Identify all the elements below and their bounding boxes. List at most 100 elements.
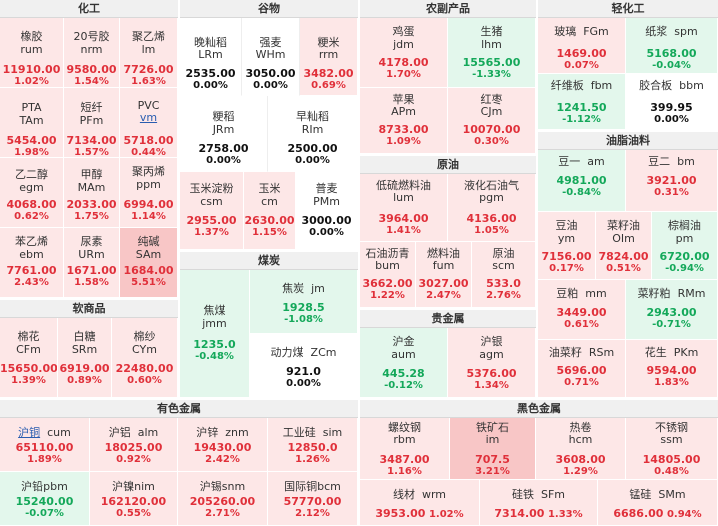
tile-name-link[interactable]: 沪铜 (18, 426, 41, 439)
tile-znm[interactable]: 沪锌 znm 19430.00 2.42% (178, 418, 268, 472)
tile-change: 1.09% (386, 136, 421, 147)
tile-ym[interactable]: 豆油 ym 7156.00 0.17% (538, 212, 596, 280)
tile-cjm[interactable]: 红枣 CJm 10070.00 0.30% (448, 88, 536, 154)
tile-change: 1.29% (563, 466, 598, 477)
tile-im[interactable]: 铁矿石 im 707.5 3.21% (450, 418, 536, 480)
tile-agm[interactable]: 沪银 agm 5376.00 1.34% (448, 328, 536, 398)
tile-bm[interactable]: 豆二 bm 3921.00 0.31% (626, 150, 718, 212)
tile-am[interactable]: 豆一 am 4981.00 -0.84% (538, 150, 626, 212)
tile-fbm[interactable]: 纤维板 fbm 1241.50 -1.12% (538, 74, 626, 130)
tile-change: 3.21% (475, 466, 510, 477)
tile-code: cm (261, 195, 278, 208)
tile-nim[interactable]: 沪镍nim 162120.00 0.55% (90, 472, 178, 526)
tile-bum[interactable]: 石油沥青 bum 3662.00 1.22% (360, 242, 416, 308)
tile-bcm[interactable]: 国际铜bcm 57770.00 2.12% (268, 472, 358, 526)
tile-change: 0.00% (286, 378, 321, 389)
tile-lrm[interactable]: 晚籼稻 LRm 2535.00 0.00% (180, 18, 242, 96)
tile-lhm[interactable]: 生猪 lhm 15565.00 -1.33% (448, 18, 536, 88)
tile-price: 57770.00 (283, 495, 342, 508)
tile-alm[interactable]: 沪铝 alm 18025.00 0.92% (90, 418, 178, 472)
tile-rbm[interactable]: 螺纹钢 rbm 3487.00 1.16% (360, 418, 450, 480)
tile-pfm[interactable]: 短纤 PFm 7134.00 1.57% (64, 88, 120, 158)
tile-zcm[interactable]: 动力煤 ZCm 921.0 0.00% (250, 334, 358, 398)
tile-price: 445.28 (382, 367, 425, 380)
tile-ppm[interactable]: 聚丙烯 ppm 6994.00 1.14% (120, 158, 178, 228)
tile-apm[interactable]: 苹果 APm 8733.00 1.09% (360, 88, 448, 154)
tile-change: 1.34% (474, 380, 509, 391)
tile-fgm[interactable]: 玻璃 FGm 1469.00 0.07% (538, 18, 626, 74)
tile-cum[interactable]: 沪铜 cum 65110.00 1.89% (0, 418, 90, 472)
tile-vm[interactable]: PVC vm 5718.00 0.44% (120, 88, 178, 158)
tile-jm[interactable]: 焦炭 jm 1928.5 -1.08% (250, 270, 358, 334)
tile-spm[interactable]: 纸浆 spm 5168.00 -0.04% (626, 18, 718, 74)
tile-rim[interactable]: 早籼稻 RIm 2500.00 0.00% (268, 96, 358, 172)
tile-lm[interactable]: 聚乙烯 lm 7726.00 1.63% (120, 18, 178, 88)
tile-sfm[interactable]: 硅铁 SFm 7314.00 1.33% (480, 480, 598, 526)
tile-rrm[interactable]: 粳米 rrm 3482.00 0.69% (300, 18, 358, 96)
tile-csm[interactable]: 玉米淀粉 csm 2955.00 1.37% (180, 172, 244, 250)
tile-label: 硅铁 SFm (511, 488, 566, 501)
tile-bbm[interactable]: 胶合板 bbm 399.95 0.00% (626, 74, 718, 130)
tile-code-link[interactable]: vm (139, 111, 158, 124)
tile-hcm[interactable]: 热卷 hcm 3608.00 1.29% (536, 418, 626, 480)
tile-change: -0.12% (384, 380, 423, 391)
tile-pkm[interactable]: 花生 PKm 9594.00 1.83% (626, 340, 718, 398)
tile-pmm[interactable]: 普麦 PMm 3000.00 0.00% (296, 172, 358, 250)
tile-price: 2535.00 (185, 67, 236, 80)
tile-oim[interactable]: 菜籽油 OIm 7824.00 0.51% (596, 212, 652, 280)
tile-tam[interactable]: PTA TAm 5454.00 1.98% (0, 88, 64, 158)
tile-snm[interactable]: 沪锡snm 205260.00 2.71% (178, 472, 268, 526)
tile-code: ebm (19, 248, 44, 261)
tile-mam[interactable]: 甲醇 MAm 2033.00 1.75% (64, 158, 120, 228)
tile-name: PTA (21, 101, 42, 114)
tile-jrm[interactable]: 粳稻 JRm 2758.00 0.00% (180, 96, 268, 172)
tile-pm[interactable]: 棕榈油 pm 6720.00 -0.94% (652, 212, 718, 280)
tile-lum[interactable]: 低硫燃料油 lum 3964.00 1.41% (360, 174, 448, 242)
tile-ssm[interactable]: 不锈钢 ssm 14805.00 0.48% (626, 418, 718, 480)
tile-label: 动力煤 ZCm (270, 346, 337, 359)
tile-change: 0.44% (131, 147, 166, 158)
tile-change: 1.14% (131, 211, 166, 222)
tile-rum[interactable]: 橡胶 rum 11910.00 1.02% (0, 18, 64, 88)
tile-rmm[interactable]: 菜籽粕 RMm 2943.00 -0.71% (626, 280, 718, 340)
tile-sam[interactable]: 纯碱 SAm 1684.00 5.51% (120, 228, 178, 298)
tile-cfm[interactable]: 棉花 CFm 15650.00 1.39% (0, 318, 58, 398)
tile-egm[interactable]: 乙二醇 egm 4068.00 0.62% (0, 158, 64, 228)
tile-wrm[interactable]: 线材 wrm 3953.00 1.02% (360, 480, 480, 526)
tile-urm[interactable]: 尿素 URm 1671.00 1.58% (64, 228, 120, 298)
tile-price: 3449.00 (556, 306, 607, 319)
tile-price: 7761.00 (6, 264, 57, 277)
tile-price: 12850.0 (287, 441, 338, 454)
tile-smm[interactable]: 锰硅 SMm 6686.00 0.94% (598, 480, 718, 526)
tile-label: 纸浆 spm (645, 25, 698, 38)
tile-price: 1684.00 (123, 264, 174, 277)
tile-aum[interactable]: 沪金 aum 445.28 -0.12% (360, 328, 448, 398)
tile-name: 玉米 (258, 182, 281, 195)
tile-mm[interactable]: 豆粕 mm 3449.00 0.61% (538, 280, 626, 340)
tile-code: RIm (301, 123, 324, 136)
tile-name: 棉花 (17, 330, 40, 343)
tile-pbm[interactable]: 沪铅pbm 15240.00 -0.07% (0, 472, 90, 526)
tile-change: 1.58% (74, 277, 109, 288)
tile-price: 3027.00 (418, 277, 469, 290)
tile-jdm[interactable]: 鸡蛋 jdm 4178.00 1.70% (360, 18, 448, 88)
tile-rsm[interactable]: 油菜籽 RSm 5696.00 0.71% (538, 340, 626, 398)
tile-whm[interactable]: 强麦 WHm 3050.00 0.00% (242, 18, 300, 96)
tile-change: 2.47% (426, 290, 461, 301)
tile-price: 3662.00 (362, 277, 413, 290)
tile-cm[interactable]: 玉米 cm 2630.00 1.15% (244, 172, 296, 250)
tile-name: 晚籼稻 (194, 36, 227, 49)
tile-nrm[interactable]: 20号胶 nrm 9580.00 1.54% (64, 18, 120, 88)
tile-sim[interactable]: 工业硅 sim 12850.0 1.26% (268, 418, 358, 472)
tile-jmm[interactable]: 焦煤 jmm 1235.0 -0.48% (180, 270, 250, 398)
tile-scm[interactable]: 原油 scm 533.0 2.76% (472, 242, 536, 308)
tile-fum[interactable]: 燃料油 fum 3027.00 2.47% (416, 242, 472, 308)
tile-change: 0.61% (564, 319, 599, 330)
tile-srm[interactable]: 白糖 SRm 6919.00 0.89% (58, 318, 112, 398)
tile-cym[interactable]: 棉纱 CYm 22480.00 0.60% (112, 318, 178, 398)
tile-name: 普麦 (315, 182, 338, 195)
tile-price: 9580.00 (66, 63, 117, 76)
tile-pgm[interactable]: 液化石油气 pgm 4136.00 1.05% (448, 174, 536, 242)
tile-ebm[interactable]: 苯乙烯 ebm 7761.00 2.43% (0, 228, 64, 298)
tile-change: 1.75% (74, 211, 109, 222)
